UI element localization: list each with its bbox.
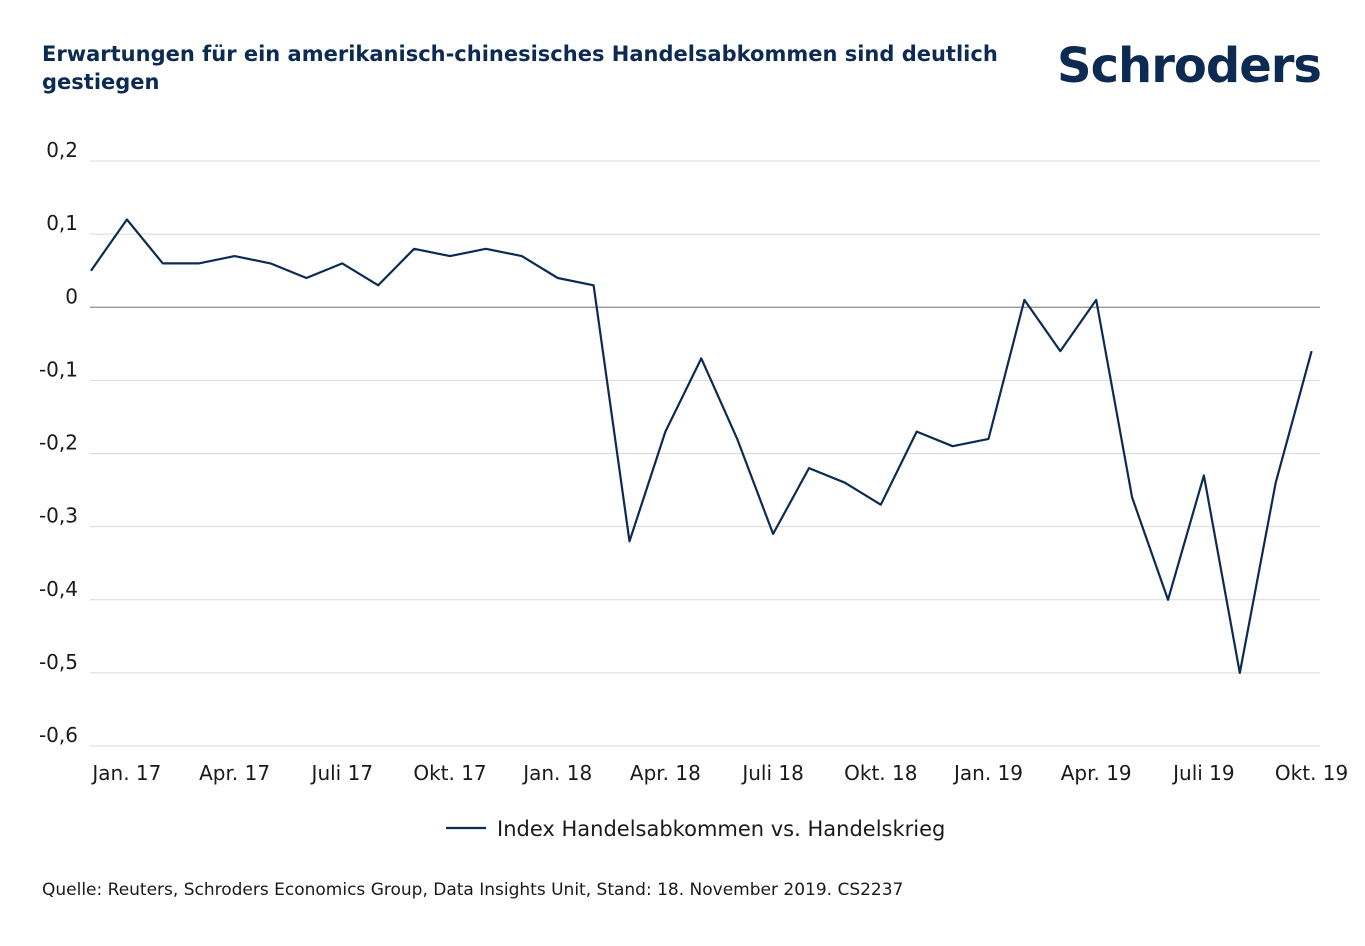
y-axis: 0,2 0,1 0 -0,1 -0,2 -0,3 -0,4 -0,5 -0,6 <box>39 138 78 747</box>
series-line <box>90 218 1313 674</box>
x-axis: Jan. 17 Apr. 17 Juli 17 Okt. 17 Jan. 18 Apr. … <box>90 761 1348 785</box>
x-tick-label: Apr. 19 <box>1061 761 1132 785</box>
x-tick-label: Juli 18 <box>740 761 804 785</box>
x-tick-label: Okt. 18 <box>844 761 917 785</box>
x-tick-label: Okt. 19 <box>1275 761 1348 785</box>
x-tick-label: Juli 19 <box>1171 761 1235 785</box>
y-tick-label: -0,6 <box>39 723 78 747</box>
chart-title: Erwartungen für ein amerikanisch-chinesi… <box>42 42 998 94</box>
y-tick-label: -0,3 <box>39 504 78 528</box>
y-tick-label: 0 <box>65 284 78 308</box>
x-tick-label: Apr. 17 <box>199 761 270 785</box>
legend-label: Index Handelsabkommen vs. Handelskrieg <box>497 817 945 841</box>
y-tick-label: 0,2 <box>46 138 78 162</box>
schroders-logo: Schroders <box>1057 38 1322 94</box>
x-tick-label: Jan. 18 <box>521 761 592 785</box>
y-tick-label: -0,4 <box>39 577 78 601</box>
x-tick-label: Juli 17 <box>310 761 374 785</box>
grid-layer <box>90 160 1320 747</box>
source-note: Quelle: Reuters, Schroders Economics Gro… <box>42 880 904 900</box>
x-tick-label: Apr. 18 <box>630 761 701 785</box>
y-tick-label: -0,1 <box>39 357 78 381</box>
x-tick-label: Jan. 17 <box>90 761 161 785</box>
y-tick-label: -0,5 <box>39 650 78 674</box>
x-tick-label: Okt. 17 <box>413 761 486 785</box>
legend: Index Handelsabkommen vs. Handelskrieg <box>446 817 945 841</box>
y-tick-label: 0,1 <box>46 211 78 235</box>
x-tick-label: Jan. 19 <box>952 761 1023 785</box>
y-tick-label: -0,2 <box>39 431 78 455</box>
